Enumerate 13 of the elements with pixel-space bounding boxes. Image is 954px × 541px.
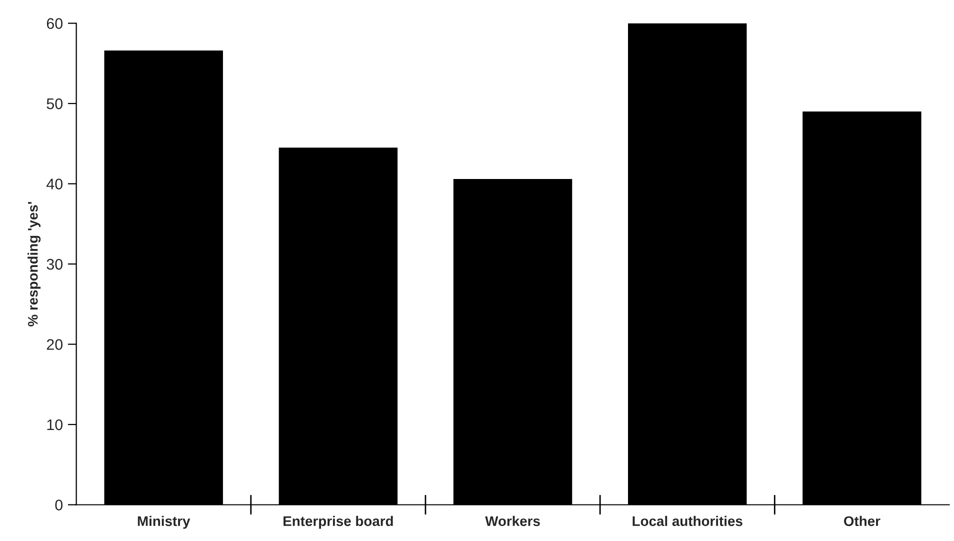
y-tick-label: 60 [46,18,63,29]
x-tick-label: Other [844,516,880,526]
y-tick-label: 40 [46,178,63,190]
y-axis-title: % responding 'yes' [28,202,41,326]
x-tick-label: Local authorities [632,516,742,526]
x-tick-label: Ministry [138,516,190,529]
y-tick-label: 30 [46,258,63,270]
y-tick-label: 0 [55,500,63,510]
x-tick-label: Workers [485,516,540,526]
y-tick-label: 10 [47,419,63,430]
y-tick-label: 50 [46,98,63,110]
y-tick-label: 20 [46,339,63,350]
x-tick-label: Enterprise board [284,516,393,529]
